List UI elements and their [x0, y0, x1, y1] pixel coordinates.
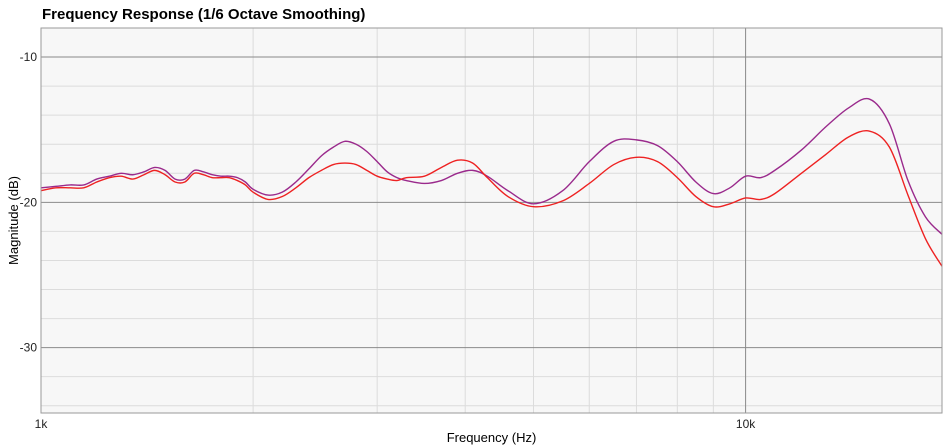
y-tick-label: -10 — [20, 50, 38, 64]
y-axis-title: Magnitude (dB) — [6, 176, 21, 265]
x-tick-label: 10k — [736, 417, 756, 431]
plot-background — [41, 28, 942, 413]
y-tick-label: -20 — [20, 195, 38, 209]
plot-border — [40, 27, 943, 414]
series-lines — [40, 97, 943, 267]
chart-title: Frequency Response (1/6 Octave Smoothing… — [42, 6, 366, 23]
y-tick-label: -30 — [20, 341, 38, 355]
x-axis-title: Frequency (Hz) — [447, 430, 537, 445]
series-line-1 — [40, 97, 943, 235]
x-tick-labels: 1k 10k — [35, 417, 757, 431]
plot-frame — [40, 27, 943, 414]
series-line-2 — [40, 130, 943, 267]
plot-area — [41, 28, 942, 413]
x-tick-label: 1k — [35, 417, 49, 431]
y-tick-labels: -10 -20 -30 — [20, 50, 38, 355]
